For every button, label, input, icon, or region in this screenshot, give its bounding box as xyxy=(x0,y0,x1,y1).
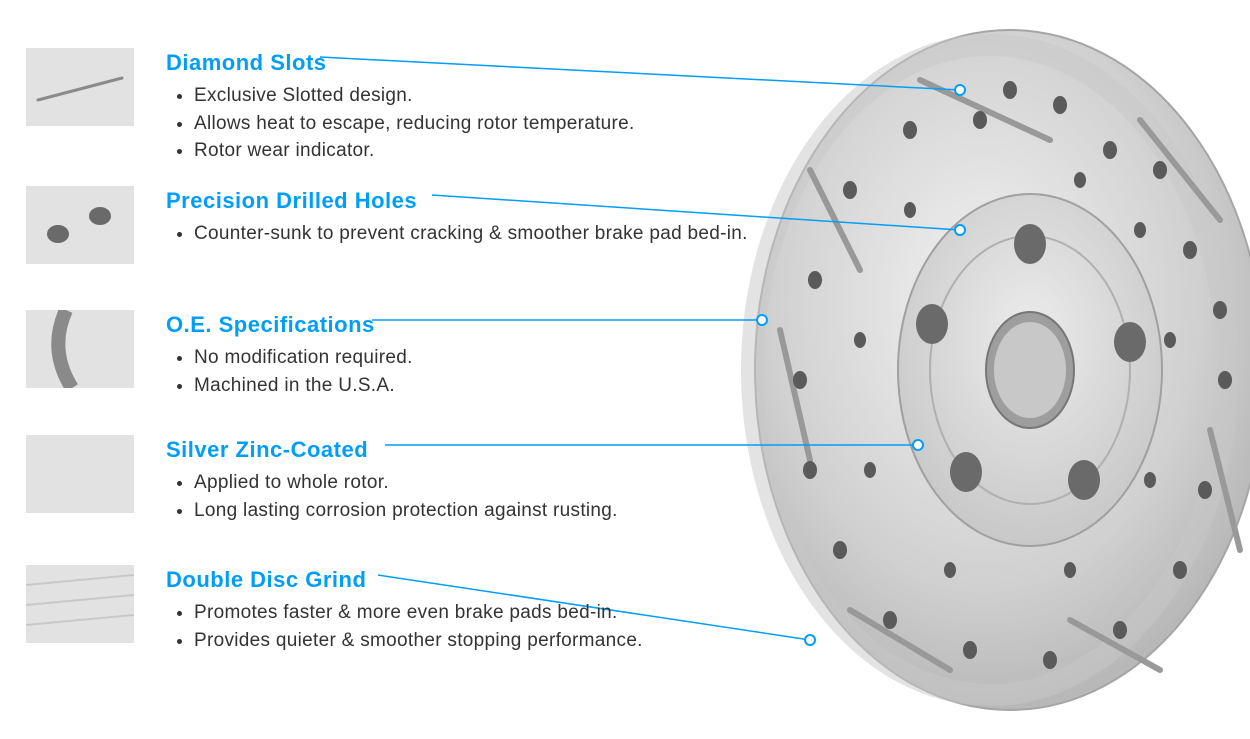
feature-0: Diamond Slots Exclusive Slotted design.Al… xyxy=(26,48,635,165)
feature-bullets: Applied to whole rotor.Long lasting corr… xyxy=(166,469,618,524)
feature-title: Precision Drilled Holes xyxy=(166,188,748,214)
feature-bullet: Counter-sunk to prevent cracking & smoot… xyxy=(194,220,748,248)
feature-1: Precision Drilled Holes Counter-sunk to p… xyxy=(26,186,748,264)
feature-title: O.E. Specifications xyxy=(166,312,413,338)
feature-text: Double Disc Grind Promotes faster & more … xyxy=(166,565,643,654)
feature-bullet: Applied to whole rotor. xyxy=(194,469,618,497)
feature-bullet: Machined in the U.S.A. xyxy=(194,372,413,400)
feature-thumb xyxy=(26,435,134,513)
feature-thumb xyxy=(26,48,134,126)
feature-text: Silver Zinc-Coated Applied to whole rotor… xyxy=(166,435,618,524)
infographic-container: Diamond Slots Exclusive Slotted design.Al… xyxy=(0,0,1250,739)
feature-text: Diamond Slots Exclusive Slotted design.Al… xyxy=(166,48,635,165)
feature-thumb xyxy=(26,565,134,643)
feature-bullet: No modification required. xyxy=(194,344,413,372)
feature-bullets: Counter-sunk to prevent cracking & smoot… xyxy=(166,220,748,248)
feature-bullets: Promotes faster & more even brake pads b… xyxy=(166,599,643,654)
feature-bullet: Promotes faster & more even brake pads b… xyxy=(194,599,643,627)
feature-title: Silver Zinc-Coated xyxy=(166,437,618,463)
feature-2: O.E. Specifications No modification requi… xyxy=(26,310,413,399)
feature-3: Silver Zinc-Coated Applied to whole rotor… xyxy=(26,435,618,524)
feature-thumb xyxy=(26,186,134,264)
feature-bullet: Exclusive Slotted design. xyxy=(194,82,635,110)
feature-thumb xyxy=(26,310,134,388)
feature-4: Double Disc Grind Promotes faster & more … xyxy=(26,565,643,654)
feature-bullet: Long lasting corrosion protection agains… xyxy=(194,497,618,525)
feature-title: Double Disc Grind xyxy=(166,567,643,593)
feature-bullet: Provides quieter & smoother stopping per… xyxy=(194,627,643,655)
feature-title: Diamond Slots xyxy=(166,50,635,76)
rotor-image xyxy=(740,10,1250,730)
feature-bullets: No modification required.Machined in the… xyxy=(166,344,413,399)
feature-bullet: Rotor wear indicator. xyxy=(194,137,635,165)
feature-text: Precision Drilled Holes Counter-sunk to p… xyxy=(166,186,748,248)
feature-bullets: Exclusive Slotted design.Allows heat to … xyxy=(166,82,635,165)
feature-text: O.E. Specifications No modification requi… xyxy=(166,310,413,399)
feature-bullet: Allows heat to escape, reducing rotor te… xyxy=(194,110,635,138)
